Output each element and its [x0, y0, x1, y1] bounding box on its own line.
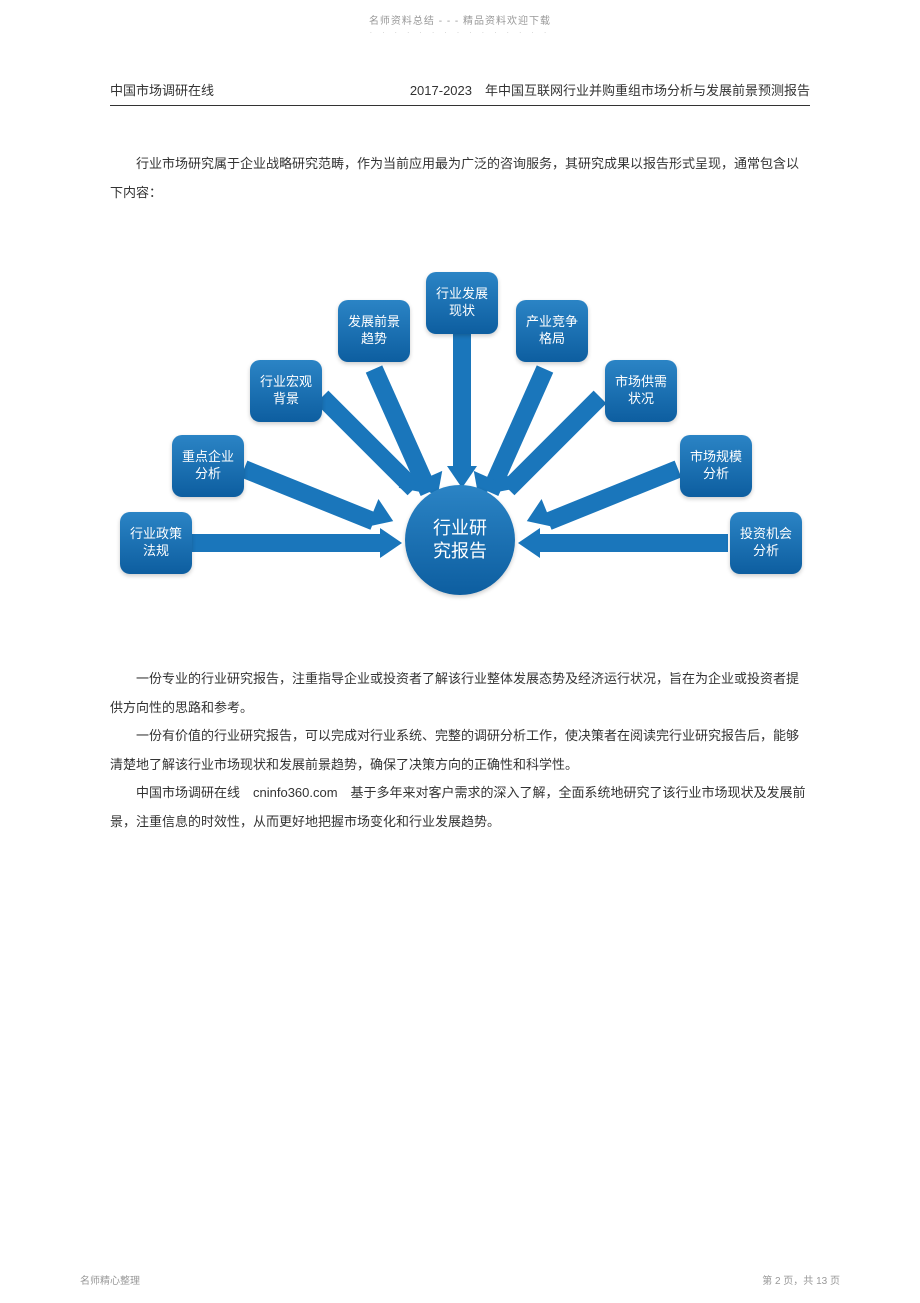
header-right: 2017-2023 年中国互联网行业并购重组市场分析与发展前景预测报告 — [410, 80, 810, 99]
radial-diagram: 行业政策法规 重点企业分析 行业宏观背景 发展前景趋势 行业发展现状 产业竞争格… — [110, 260, 810, 630]
paragraph-3: 中国市场调研在线 cninfo360.com 基于多年来对客户需求的深入了解，全… — [110, 779, 810, 836]
diagram-node-competition: 产业竞争格局 — [516, 300, 588, 362]
footer-left: 名师精心整理 — [80, 1272, 140, 1287]
header-left: 中国市场调研在线 — [110, 80, 214, 99]
diagram-center: 行业研究报告 — [405, 485, 515, 595]
arrow-head — [518, 528, 540, 558]
diagram-node-investment: 投资机会分析 — [730, 512, 802, 574]
arrow-line — [192, 534, 380, 552]
footer-right: 第 2 页，共 13 页 — [762, 1272, 840, 1287]
arrow-line — [545, 461, 682, 530]
body-text: 一份专业的行业研究报告，注重指导企业或投资者了解该行业整体发展态势及经济运行状况… — [110, 665, 810, 837]
page-header: 中国市场调研在线 2017-2023 年中国互联网行业并购重组市场分析与发展前景… — [110, 80, 810, 106]
watermark-top: 名师资料总结 - - - 精品资料欢迎下载 — [0, 12, 920, 27]
diagram-node-policy: 行业政策法规 — [120, 512, 192, 574]
diagram-node-status: 行业发展现状 — [426, 272, 498, 334]
arrow-line — [453, 334, 471, 470]
diagram-node-enterprise: 重点企业分析 — [172, 435, 244, 497]
diagram-node-macro: 行业宏观背景 — [250, 360, 322, 422]
diagram-node-scale: 市场规模分析 — [680, 435, 752, 497]
paragraph-1: 一份专业的行业研究报告，注重指导企业或投资者了解该行业整体发展态势及经济运行状况… — [110, 665, 810, 722]
arrow-line — [540, 534, 728, 552]
arrow-line — [241, 461, 378, 530]
watermark-dots: . . . . . . . . . . . . . . . — [0, 26, 920, 35]
diagram-node-trend: 发展前景趋势 — [338, 300, 410, 362]
paragraph-2: 一份有价值的行业研究报告，可以完成对行业系统、完整的调研分析工作，使决策者在阅读… — [110, 722, 810, 779]
diagram-node-supply: 市场供需状况 — [605, 360, 677, 422]
intro-paragraph: 行业市场研究属于企业战略研究范畴，作为当前应用最为广泛的咨询服务，其研究成果以报… — [110, 150, 810, 207]
